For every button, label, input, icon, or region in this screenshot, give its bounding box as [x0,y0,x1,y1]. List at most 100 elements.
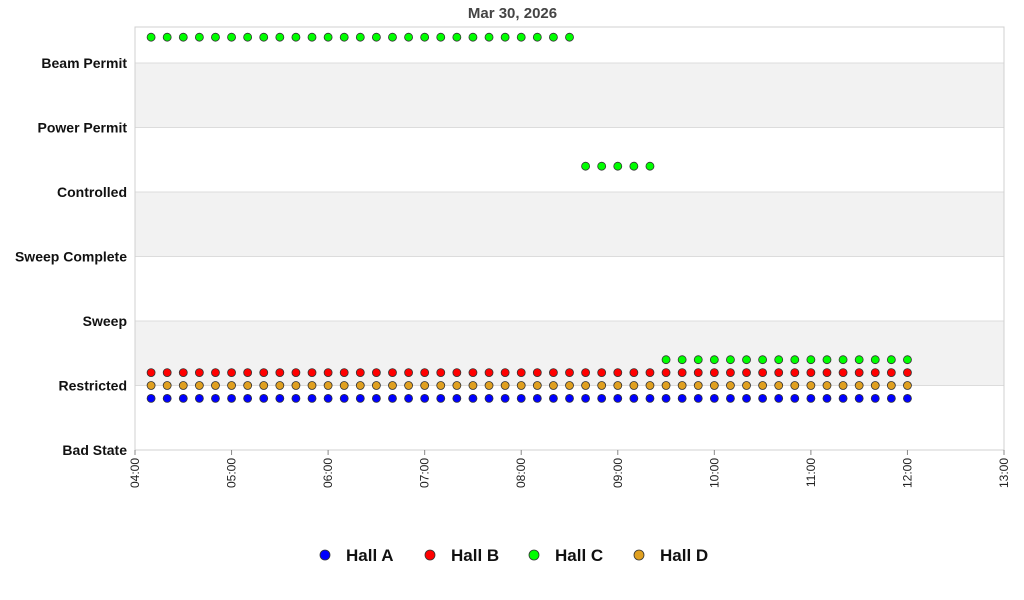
point-hall-c [629,161,639,171]
point-hall-d [516,381,526,390]
point-hall-a [194,393,204,403]
point-hall-d [677,381,687,390]
x-tick-label: 13:00 [997,458,1011,488]
point-hall-b [597,368,607,378]
point-hall-a [243,393,253,403]
point-hall-d [275,381,285,390]
y-axis-labels: Bad State Restricted Sweep Sweep Complete Co… [15,55,127,458]
point-hall-d [806,381,816,390]
point-hall-b [903,368,912,378]
y-label-restricted: Restricted [59,378,127,394]
y-label-power-permit: Power Permit [38,120,128,136]
point-hall-d [307,381,317,390]
point-hall-a [371,393,381,403]
point-hall-b [388,368,397,378]
point-hall-b [516,368,526,378]
legend-label-hall-a: Hall A [346,546,394,565]
point-hall-c [227,32,236,42]
point-hall-b [661,368,671,378]
point-hall-c [355,32,365,42]
point-hall-b [693,368,703,378]
point-hall-a [388,393,397,403]
point-hall-b [549,368,558,378]
point-hall-a [613,393,623,403]
point-hall-a [565,393,574,403]
point-hall-b [291,368,301,378]
point-hall-d [404,381,413,390]
point-hall-c [211,32,220,42]
point-hall-d [903,381,912,390]
point-hall-c [388,32,397,42]
point-hall-b [211,368,220,378]
point-hall-a [500,393,510,403]
point-hall-b [613,368,623,378]
point-hall-a [178,393,188,403]
point-hall-a [661,393,671,403]
point-hall-b [581,368,590,378]
band-sweep-complete [135,192,1004,257]
point-hall-c [709,355,719,365]
point-hall-a [275,393,285,403]
point-hall-d [355,381,365,390]
point-hall-a [404,393,413,403]
point-hall-c [549,32,558,42]
legend-marker-hall-c [528,549,540,561]
x-tick-label: 07:00 [418,458,432,488]
point-hall-a [758,393,768,403]
point-hall-d [436,381,446,390]
point-hall-d [709,381,719,390]
point-hall-c [838,355,848,365]
point-hall-d [758,381,768,390]
point-hall-b [275,368,285,378]
point-hall-b [227,368,236,378]
point-hall-d [532,381,542,390]
point-hall-d [549,381,558,390]
y-label-beam-permit: Beam Permit [41,55,127,71]
point-hall-b [774,368,784,378]
point-hall-c [822,355,832,365]
point-hall-d [468,381,478,390]
point-hall-a [822,393,832,403]
x-tick-label: 12:00 [900,458,914,488]
point-hall-d [162,381,172,390]
point-hall-c [806,355,816,365]
point-hall-c [742,355,751,365]
point-hall-c [677,355,687,365]
point-hall-b [243,368,253,378]
point-hall-d [371,381,381,390]
point-hall-c [468,32,478,42]
x-tick-label: 11:00 [804,458,818,487]
point-hall-a [211,393,220,403]
point-hall-c [275,32,285,42]
point-hall-d [870,381,880,390]
point-hall-a [886,393,896,403]
point-hall-a [516,393,526,403]
x-tick-label: 09:00 [611,458,625,488]
legend-label-hall-b: Hall B [451,546,499,565]
legend-marker-hall-a [319,549,331,561]
point-hall-d [227,381,236,390]
point-hall-a [709,393,719,403]
point-hall-c [516,32,526,42]
band-controlled [135,127,1004,192]
point-hall-a [162,393,172,403]
y-label-sweep-complete: Sweep Complete [15,249,127,265]
point-hall-d [500,381,510,390]
point-hall-b [452,368,462,378]
point-hall-a [323,393,333,403]
point-hall-d [645,381,655,390]
point-hall-a [227,393,236,403]
point-hall-b [162,368,172,378]
point-hall-d [259,381,269,390]
band-power-permit [135,63,1004,128]
band-sweep [135,256,1004,321]
point-hall-b [870,368,880,378]
point-hall-c [339,32,349,42]
point-hall-a [146,393,156,403]
point-hall-c [420,32,430,42]
x-tick-label: 10:00 [707,458,721,488]
point-hall-c [790,355,800,365]
point-hall-d [661,381,671,390]
point-hall-a [806,393,816,403]
point-hall-c [532,32,542,42]
